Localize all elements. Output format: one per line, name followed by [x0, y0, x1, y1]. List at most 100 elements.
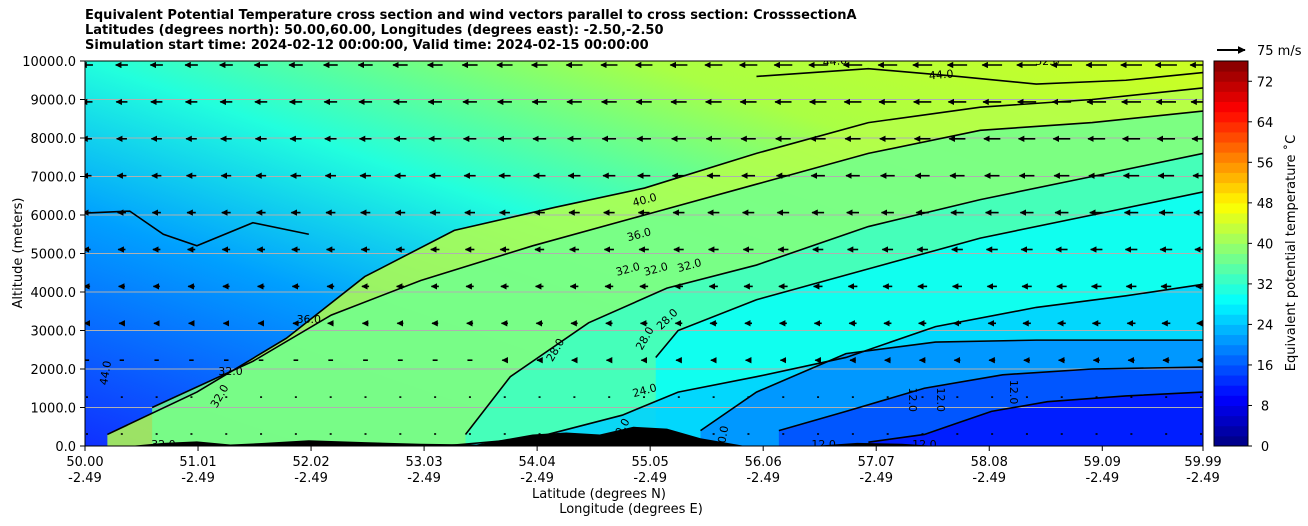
- colorbar-band: [1214, 253, 1248, 265]
- x-tick-label-lat: 50.00: [66, 455, 103, 470]
- x-tick-label-lat: 58.08: [971, 455, 1008, 470]
- colorbar-band: [1214, 405, 1248, 417]
- colorbar-tick-label: 16: [1257, 359, 1274, 374]
- contour-label: 12.0: [1007, 380, 1020, 405]
- colorbar-tick-label: 0: [1261, 440, 1269, 455]
- colorbar-band: [1214, 425, 1248, 437]
- contour-label: 32.0: [642, 260, 669, 279]
- wind-key-label: 75 m/s: [1257, 44, 1302, 59]
- contour-label: 12.0: [912, 438, 937, 451]
- y-tick-label: 10000.0: [22, 55, 76, 70]
- colorbar-band: [1214, 223, 1248, 234]
- x-tick-label-lat: 51.01: [179, 455, 216, 470]
- colorbar-band: [1214, 304, 1248, 315]
- colorbar-band: [1214, 233, 1248, 244]
- colorbar-band: [1214, 71, 1248, 82]
- y-tick-label: 0.0: [55, 440, 76, 455]
- colorbar-band: [1214, 162, 1248, 173]
- colorbar-band: [1214, 61, 1248, 72]
- colorbar-band: [1214, 243, 1248, 254]
- contour-44.0: [756, 67, 1203, 85]
- x-axis-label-latitude: Latitude (degrees N): [532, 487, 666, 502]
- x-tick-label-lat: 59.99: [1184, 455, 1221, 470]
- colorbar: 0 8 16 24 32 40 48 56 64 72 Equivalent potential …: [1213, 60, 1299, 455]
- x-tick-label-lat: 52.02: [292, 455, 329, 470]
- colorbar-band: [1214, 375, 1248, 386]
- colorbar-band: [1214, 395, 1248, 406]
- terrain: [85, 426, 1203, 446]
- colorbar-band: [1214, 101, 1248, 113]
- colorbar-tick-label: 24: [1257, 318, 1274, 333]
- contour-16.0: [778, 366, 1203, 432]
- contour-label: 12.0: [934, 388, 947, 413]
- contour-label: 32.0: [218, 365, 243, 378]
- theta-e-band-12: [868, 392, 1203, 446]
- colorbar-tick-label: 56: [1257, 156, 1274, 171]
- colorbar-tick-label: 8: [1261, 399, 1269, 414]
- y-axis-label: Altitude (meters): [11, 198, 26, 309]
- y-tick-label: 4000.0: [31, 286, 77, 301]
- x-tick-label-lon: -2.49: [1186, 471, 1220, 486]
- colorbar-band: [1214, 202, 1248, 214]
- y-tick-label: 8000.0: [31, 132, 77, 147]
- contour-32.0: [464, 152, 1203, 435]
- y-tick-label: 9000.0: [31, 94, 77, 109]
- colorbar-band: [1214, 314, 1248, 325]
- y-tick-label: 7000.0: [31, 171, 77, 186]
- contour-label: 0.0: [715, 425, 731, 444]
- y-tick-label: 6000.0: [31, 209, 77, 224]
- colorbar-band: [1214, 415, 1248, 427]
- y-tick-label: 1000.0: [31, 402, 77, 417]
- x-axis-label-longitude: Longitude (degrees E): [559, 502, 703, 517]
- y-tick-label: 5000.0: [31, 248, 77, 263]
- contour-label: 44.0: [97, 360, 114, 386]
- colorbar-label: Equivalent potential temperature ˚C: [1283, 135, 1299, 371]
- x-tick-label-lat: 53.03: [405, 455, 442, 470]
- colorbar-band: [1214, 435, 1248, 447]
- title-line-1: Equivalent Potential Temperature cross s…: [85, 8, 857, 23]
- contour-label: 32.0: [676, 256, 703, 275]
- contour-12.0: [868, 391, 1203, 443]
- x-tick-label-lon: -2.49: [633, 471, 667, 486]
- colorbar-frame: [1213, 60, 1249, 447]
- x-tick-label-lon: -2.49: [294, 471, 328, 486]
- x-tick-label-lat: 57.07: [858, 455, 895, 470]
- colorbar-band: [1214, 81, 1248, 92]
- contour-label: 12.0: [811, 438, 836, 451]
- contour-label: 44.0: [822, 54, 848, 69]
- title-line-2: Latitudes (degrees north): 50.00,60.00, …: [85, 23, 664, 38]
- x-tick-label-lat: 56.06: [745, 455, 782, 470]
- contour-label: 12.0: [906, 388, 919, 413]
- contour-20.0: [700, 339, 1203, 432]
- colorbar-band: [1214, 121, 1248, 133]
- contour-label: 40.0: [631, 191, 658, 210]
- contour-label: 24.0: [631, 381, 658, 400]
- x-tick-label-lon: -2.49: [181, 471, 215, 486]
- x-tick-label-lon: -2.49: [1085, 471, 1119, 486]
- colorbar-band: [1214, 334, 1248, 346]
- contour-24.0: [443, 283, 1203, 446]
- colorbar-band: [1214, 91, 1248, 103]
- colorbar-band: [1214, 294, 1248, 305]
- colorbar-tick-label: 40: [1257, 237, 1274, 252]
- y-tick-label: 2000.0: [31, 363, 77, 378]
- x-tick-label-lon: -2.49: [972, 471, 1006, 486]
- colorbar-band: [1214, 364, 1248, 376]
- contour-28.0: [655, 191, 1203, 358]
- colorbar-band: [1214, 263, 1248, 275]
- title-line-3: Simulation start time: 2024-02-12 00:00:…: [85, 38, 649, 53]
- colorbar-band: [1214, 283, 1248, 295]
- wind-key: 75 m/s: [1217, 44, 1302, 59]
- colorbar-tick-label: 48: [1257, 197, 1274, 212]
- contour-label: 52.0: [1035, 55, 1060, 68]
- contour-36.0: [151, 110, 1203, 409]
- x-tick-label-lon: -2.49: [407, 471, 441, 486]
- colorbar-band: [1214, 385, 1248, 396]
- y-tick-label: 3000.0: [31, 325, 77, 340]
- colorbar-tick-label: 64: [1257, 116, 1274, 131]
- x-tick-label-lat: 55.05: [632, 455, 669, 470]
- x-tick-label-lon: -2.49: [859, 471, 893, 486]
- contour-label: 32.0: [151, 438, 176, 451]
- colorbar-band: [1214, 192, 1248, 204]
